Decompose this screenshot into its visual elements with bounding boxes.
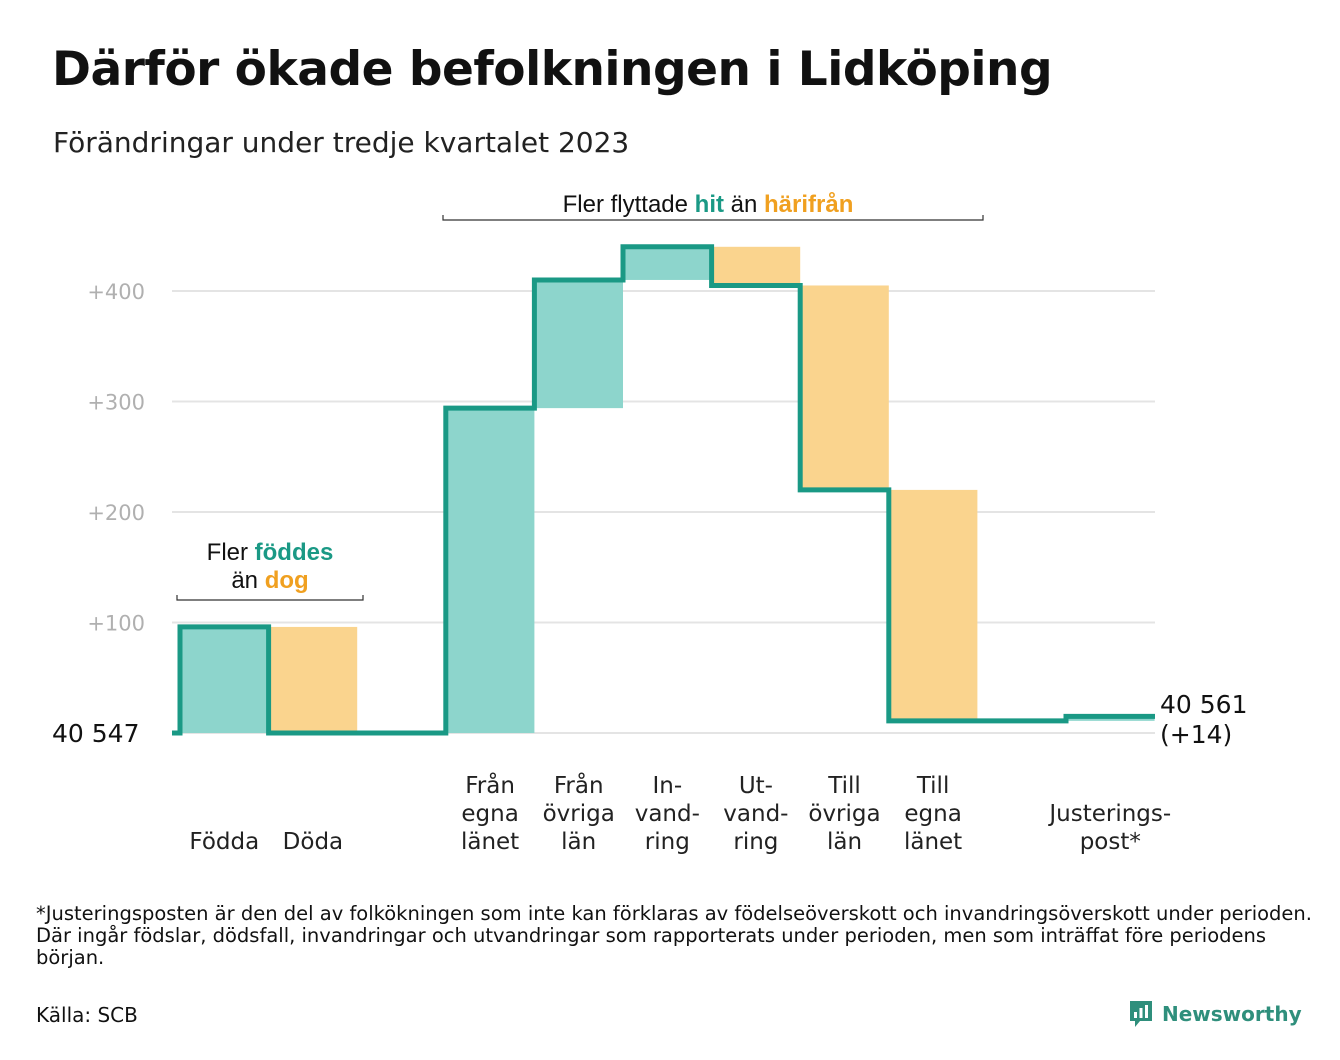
y-tick-label: +200 — [87, 501, 145, 525]
x-category-label: Födda — [189, 829, 259, 855]
y-tick-label: +400 — [87, 280, 145, 304]
x-category-label: post* — [1080, 829, 1141, 855]
x-category-label: Till — [827, 773, 861, 799]
births-note-text: Fler föddes — [207, 539, 334, 566]
x-category-label: In- — [652, 773, 682, 799]
x-category-label: övriga — [808, 801, 880, 827]
waterfall-bar — [888, 489, 978, 721]
x-category-label: övriga — [543, 801, 615, 827]
y-tick-label: +100 — [87, 612, 145, 636]
migration-note-bracket — [442, 215, 984, 221]
brand-logo[interactable]: Newsworthy — [1128, 998, 1302, 1030]
line-layer — [172, 244, 1155, 736]
population-step-line — [172, 244, 1155, 736]
footnote: *Justeringsposten är den del av folkökni… — [36, 902, 1312, 969]
x-category-label: egna — [461, 801, 518, 827]
newsworthy-logo-icon — [1130, 1001, 1152, 1027]
x-category-label: län — [827, 829, 862, 855]
x-category-label: länet — [461, 829, 519, 855]
x-category-label: ring — [733, 829, 778, 855]
x-category-label: Från — [465, 771, 515, 799]
x-category-label: länet — [904, 829, 962, 855]
waterfall-bar — [268, 626, 358, 733]
brand-name: Newsworthy — [1162, 1002, 1302, 1026]
waterfall-bar — [800, 285, 889, 490]
x-category-label: Döda — [283, 829, 343, 855]
migration-note-text: Fler flyttade hit än härifrån — [563, 191, 854, 218]
x-category-label: län — [561, 829, 596, 855]
waterfall-bar — [711, 246, 801, 286]
bar-layer — [180, 246, 1155, 733]
waterfall-bar — [445, 408, 535, 733]
x-category-label: Till — [916, 773, 950, 799]
x-category-label: Justerings- — [1047, 801, 1171, 827]
x-category-label: Från — [554, 771, 604, 799]
x-category-label: egna — [904, 801, 961, 827]
chart-title: Därför ökade befolkningen i Lidköping — [52, 42, 1053, 97]
source-label: Källa: SCB — [36, 1003, 138, 1027]
end-population-label: (+14) — [1160, 720, 1232, 749]
end-population-label: 40 561 — [1160, 690, 1247, 719]
x-category-label: vand- — [723, 801, 788, 827]
waterfall-bar — [180, 626, 269, 733]
x-category-label: Ut- — [739, 773, 773, 799]
waterfall-bar — [623, 246, 712, 280]
x-category-label: vand- — [635, 801, 700, 827]
births-note-text: än dog — [231, 567, 308, 594]
y-tick-label: +300 — [87, 391, 145, 415]
start-population-label: 40 547 — [52, 719, 139, 748]
births-note-bracket — [176, 595, 364, 601]
waterfall-bar — [534, 279, 623, 409]
x-category-label: ring — [645, 829, 690, 855]
chart-subtitle: Förändringar under tredje kvartalet 2023 — [53, 126, 630, 159]
